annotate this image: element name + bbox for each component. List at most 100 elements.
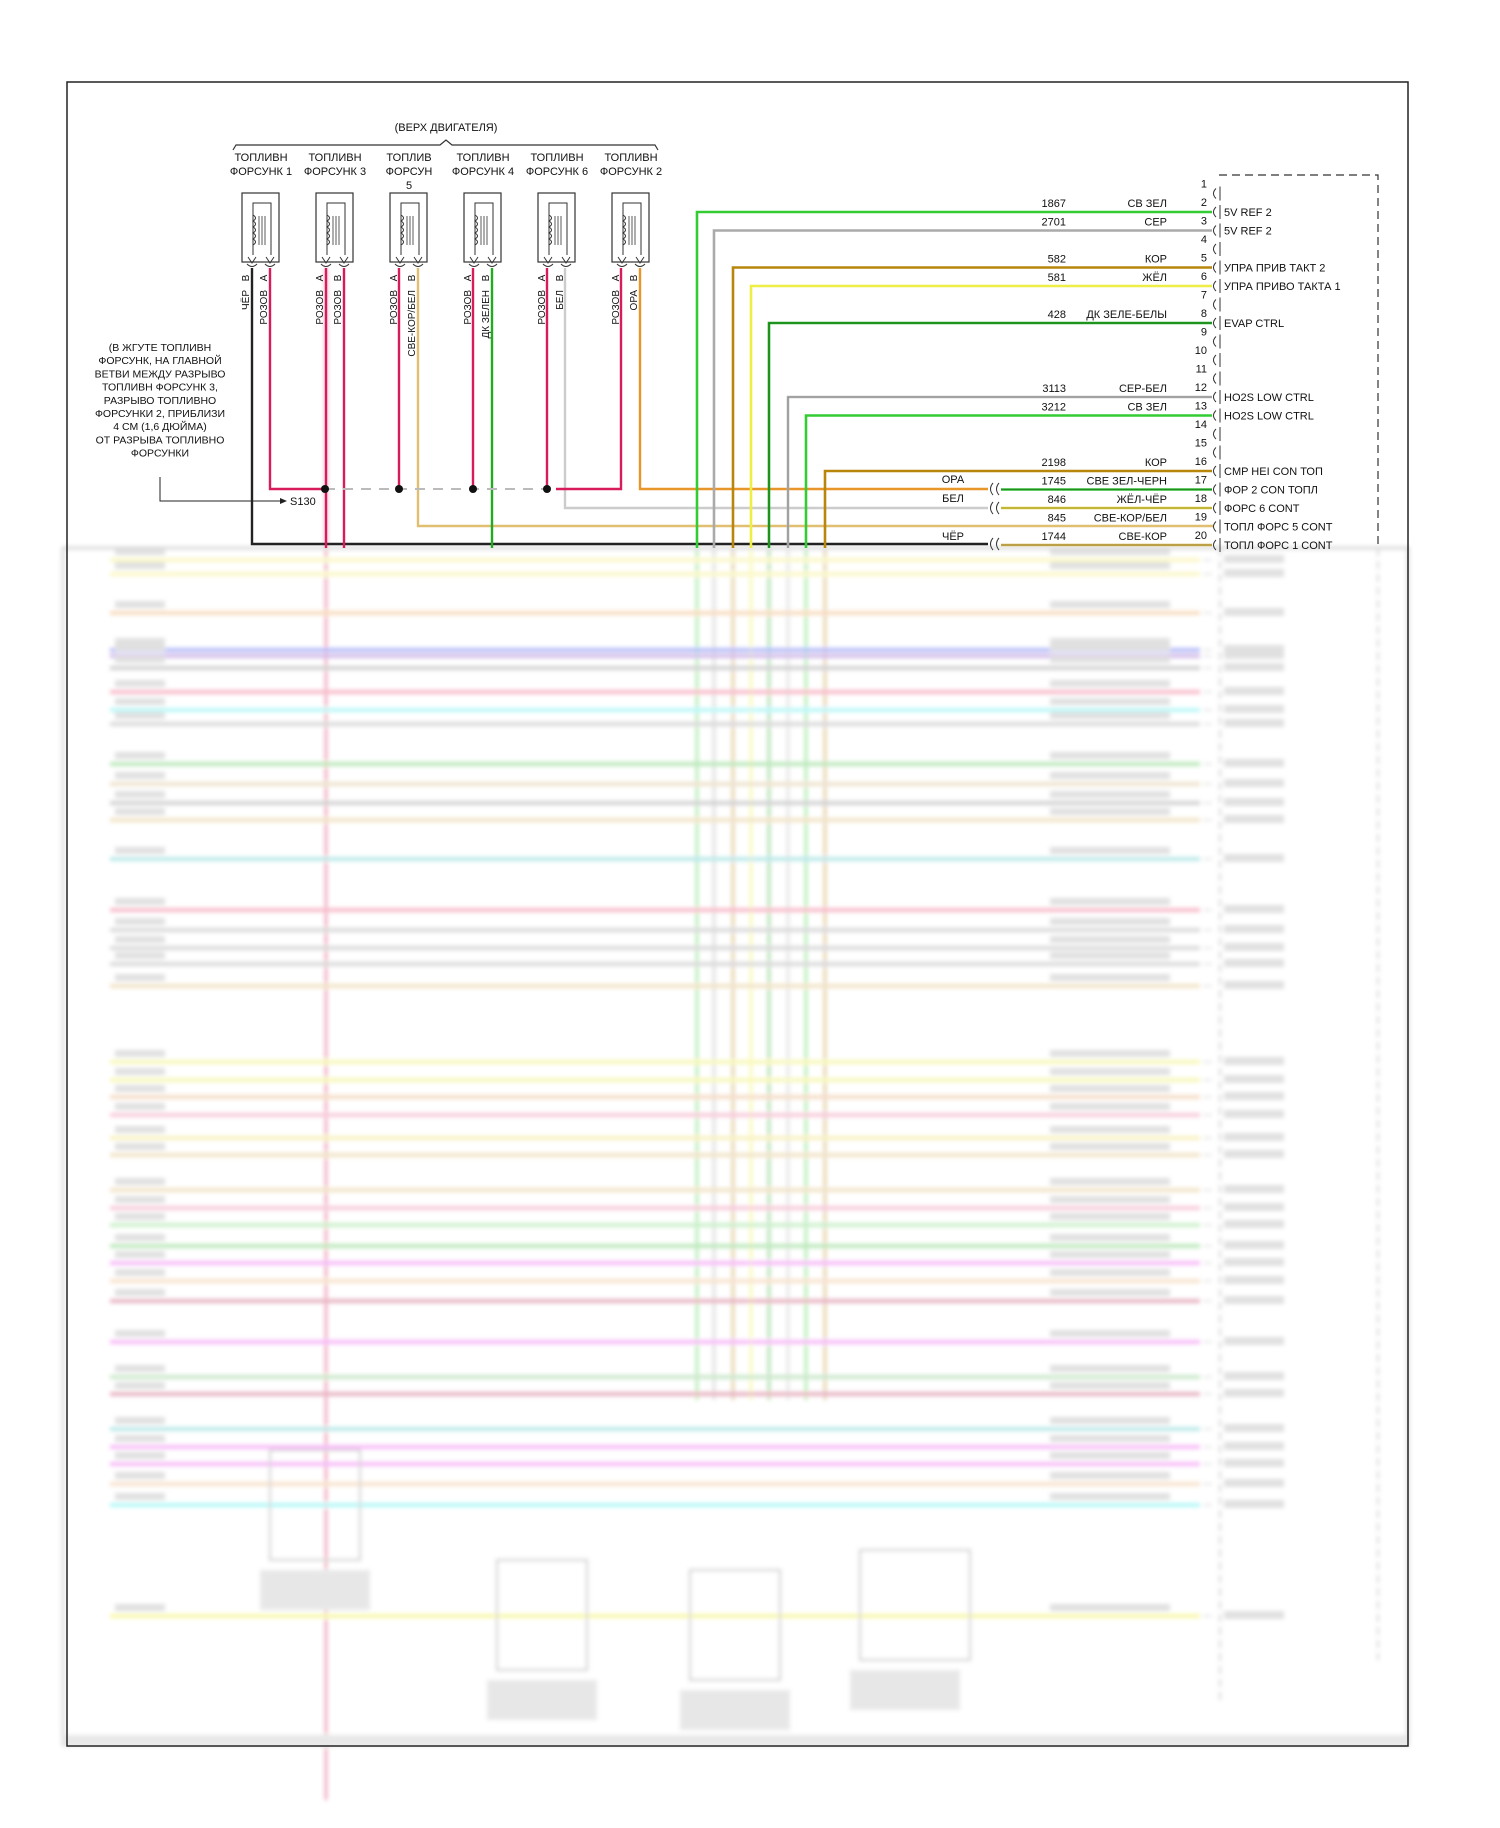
pin-number: 12	[1195, 382, 1207, 394]
pin-terminal-icon	[394, 263, 406, 267]
blurred-sensor-connector	[269, 1449, 361, 1561]
circuit-number: 428	[1048, 309, 1066, 321]
coil-icon	[622, 214, 626, 246]
connector-pin-15: 15	[1195, 438, 1221, 460]
pin-socket-icon	[1213, 225, 1217, 236]
blurred-text	[115, 601, 165, 608]
pin-terminal-icon	[320, 263, 332, 267]
blurred-text	[1224, 1241, 1284, 1249]
blurred-text	[1050, 698, 1170, 705]
connector-pin-4: 4	[1201, 234, 1221, 256]
pin-number: 11	[1196, 364, 1207, 376]
splice-note-line: ТОПЛИВН ФОРСУНК 3,	[102, 382, 218, 394]
blurred-text	[1224, 555, 1284, 563]
blurred-text	[1224, 1220, 1284, 1228]
pin-socket-icon	[1213, 484, 1217, 495]
wire-pin-3	[712, 229, 1212, 548]
pin-number: 19	[1195, 512, 1207, 524]
blurred-sensor-label	[850, 1670, 960, 1710]
pin-socket-icon	[1213, 317, 1217, 329]
pin-number: 18	[1195, 493, 1207, 505]
splice-note-line: ФОРСУНКИ	[131, 448, 189, 460]
blurred-text	[1050, 1452, 1170, 1459]
pin-arrow-icon	[469, 256, 479, 264]
injector-label: ТОПЛИВН	[604, 152, 657, 164]
blurred-text	[115, 1382, 165, 1389]
pin-number: 9	[1201, 327, 1207, 339]
blurred-text	[1224, 687, 1284, 695]
blurred-text	[115, 1050, 165, 1057]
pin-terminal-icon	[560, 263, 572, 267]
blurred-text	[1224, 943, 1284, 951]
pin-arrow-icon	[247, 256, 257, 264]
blurred-text	[1050, 1382, 1170, 1389]
blurred-text	[1050, 548, 1170, 555]
wire-pin-5	[731, 266, 1212, 548]
wire-color-label: КОР	[1145, 457, 1167, 469]
splice-note-line: 4 СМ (1,6 ДЮЙМА)	[113, 420, 206, 433]
wire-color-label: КОР	[1145, 254, 1167, 266]
pin-number: 16	[1195, 456, 1207, 468]
pin-letter: A	[537, 274, 548, 281]
pin-terminal-icon	[542, 263, 554, 267]
blurred-sensor-connector	[859, 1549, 971, 1661]
blurred-text	[115, 1213, 165, 1220]
blurred-text	[115, 548, 165, 555]
blurred-text	[1224, 959, 1284, 967]
blurred-text	[1224, 1057, 1284, 1065]
splice-id: S130	[290, 496, 316, 508]
connector-pin-1: 1	[1201, 179, 1221, 201]
pin-socket-icon	[1213, 188, 1217, 199]
pin-socket-icon	[1213, 502, 1217, 514]
blurred-text	[1050, 1493, 1170, 1500]
connector-pin-17: 17 1745 СВЕ ЗЕЛ-ЧЕРН ФОР 2 CON ТОПЛ	[1001, 475, 1318, 497]
wire-injector2-a	[556, 268, 623, 491]
blurred-sensor-label	[487, 1680, 597, 1720]
connector-pin-7: 7	[1201, 290, 1221, 312]
blurred-text	[1224, 1479, 1284, 1487]
blurred-text	[1224, 1133, 1284, 1141]
blurred-text	[1050, 1196, 1170, 1203]
blurred-text	[115, 698, 165, 705]
wire-color-label: РОЗОВ	[537, 290, 548, 325]
splice-dot	[469, 485, 477, 493]
wire-color-label: ОРА	[629, 290, 640, 311]
connector-pin-12: 12 3113 СЕР-БЕЛ HO2S LOW CTRL	[786, 382, 1314, 548]
fuel-injector-2: ТОПЛИВН ФОРСУНК 3 A РОЗОВ B РОЗОВ	[304, 152, 366, 325]
blurred-text	[1224, 905, 1284, 913]
wire-color-label: СВЕ-КОР/БЕЛ	[1094, 513, 1167, 525]
pin-letter: A	[463, 274, 474, 281]
pin-terminal-icon	[634, 263, 646, 267]
blurred-text	[1050, 1234, 1170, 1241]
blurred-text	[1224, 1075, 1284, 1083]
wire-color-label: РОЗОВ	[333, 290, 344, 325]
blurred-text	[1224, 1611, 1284, 1619]
wire-pin-12	[786, 395, 1212, 548]
pin-terminal-icon	[616, 263, 628, 267]
wire-color-label: СВЕ-КОР	[1119, 531, 1167, 543]
connector-pin-8: 8 428 ДК ЗЕЛЕ-БЕЛЫ EVAP CTRL	[767, 308, 1284, 548]
pin-number: 2	[1201, 197, 1207, 209]
wire-stripe	[787, 396, 1212, 548]
injector-label: ФОРСУНК 3	[304, 166, 366, 178]
blurred-text	[1050, 898, 1170, 905]
blurred-text	[115, 1472, 165, 1479]
blurred-text	[1224, 1442, 1284, 1450]
blurred-text	[115, 680, 165, 687]
blurred-text	[1050, 1085, 1170, 1092]
pin-arrow-icon	[339, 256, 349, 264]
blurred-text	[1224, 1337, 1284, 1345]
blurred-text	[115, 936, 165, 943]
diagram-frame	[66, 81, 1409, 1747]
pin-function: УПРА ПРИВ ТАКТ 2	[1224, 263, 1325, 275]
blurred-text	[1050, 808, 1170, 815]
pin-function: ТОПЛ ФОРС 1 CONT	[1224, 540, 1333, 552]
pin-letter: B	[555, 274, 566, 281]
coil-icon	[326, 214, 330, 246]
blurred-text	[1224, 779, 1284, 787]
blurred-text	[115, 974, 165, 981]
blurred-text	[115, 712, 165, 719]
pin-arrow-icon	[561, 256, 571, 264]
blurred-text	[1224, 854, 1284, 862]
